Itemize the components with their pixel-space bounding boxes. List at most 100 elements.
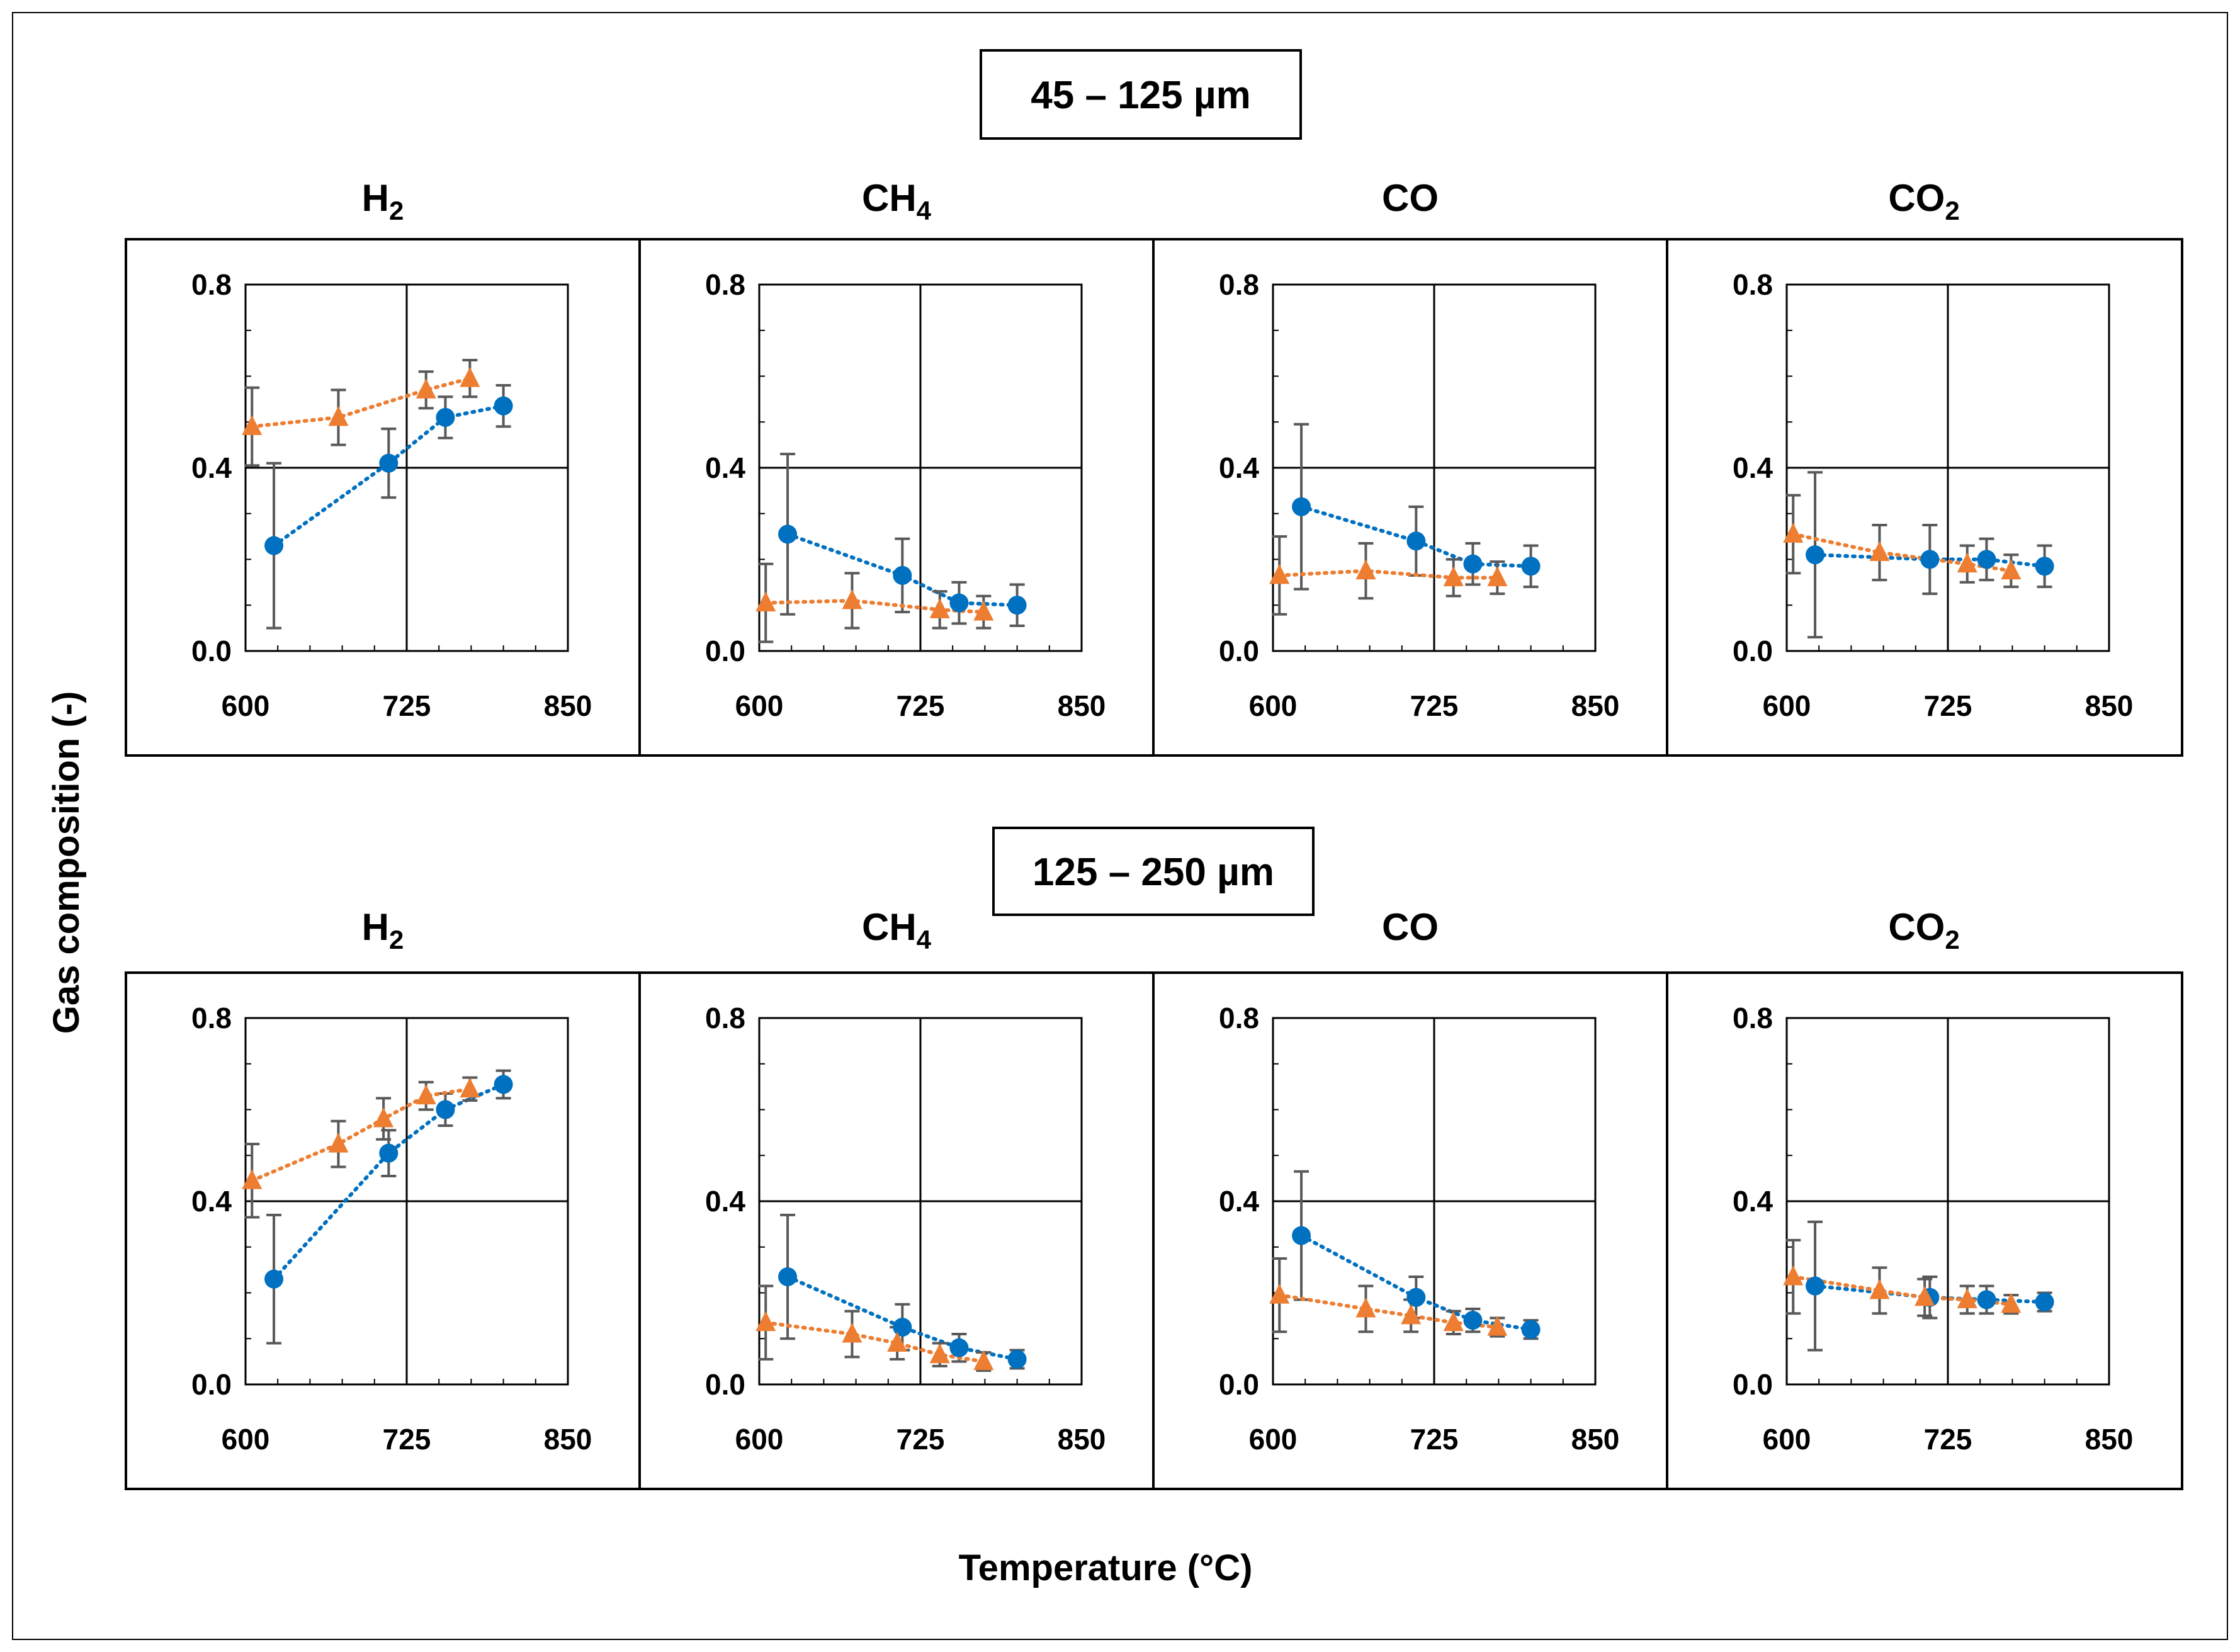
- panel-title-main: CO: [1888, 906, 1945, 948]
- x-tick-label: 850: [544, 689, 592, 722]
- data-point-circle: [893, 1318, 912, 1337]
- y-axis-label: Gas composition (-): [46, 691, 87, 1034]
- data-point-circle: [1806, 1276, 1825, 1296]
- panel-bottom-co: CO 0.0 0.4 0.8 600 725 850: [1219, 906, 1619, 1456]
- y-tick-label: 0.0: [191, 635, 232, 667]
- y-tick-label: 0.8: [1733, 1002, 1773, 1034]
- data-point-circle: [949, 1338, 969, 1357]
- x-tick-label: 600: [1249, 1423, 1298, 1456]
- data-point-circle: [2035, 1293, 2054, 1312]
- x-tick-label: 600: [1763, 1423, 1811, 1456]
- y-tick-label: 0.4: [1219, 451, 1259, 484]
- data-point-triangle: [1869, 541, 1890, 562]
- data-point-circle: [379, 453, 399, 473]
- data-point-circle: [1920, 550, 1940, 569]
- data-point-triangle: [373, 1107, 394, 1128]
- panel-top-ch4: CH4 0.0 0.4 0.8 600 725 850: [705, 177, 1106, 722]
- data-point-triangle: [1443, 566, 1464, 587]
- panel-title-main: CH: [862, 177, 917, 219]
- x-tick-label: 850: [1571, 689, 1620, 722]
- data-point-circle: [1521, 1320, 1541, 1339]
- data-point-triangle: [1957, 1288, 1977, 1308]
- group-title-box-bottom: [992, 827, 1315, 916]
- y-tick-label: 0.0: [705, 635, 745, 667]
- y-tick-label: 0.4: [1733, 451, 1773, 484]
- x-tick-label: 725: [1924, 689, 1972, 722]
- x-tick-label: 600: [735, 689, 784, 722]
- data-point-circle: [1406, 1287, 1426, 1307]
- data-point-circle: [494, 1075, 513, 1094]
- y-tick-label: 0.4: [1219, 1185, 1259, 1218]
- data-point-circle: [264, 1269, 284, 1289]
- data-point-triangle: [242, 415, 263, 436]
- y-tick-label: 0.0: [1219, 1368, 1259, 1401]
- panel-title-subscript: 4: [917, 196, 932, 225]
- panel-title-main: CO: [1382, 906, 1439, 948]
- data-point-circle: [778, 524, 798, 544]
- data-point-triangle: [1443, 1311, 1464, 1332]
- y-tick-label: 0.8: [705, 268, 745, 301]
- x-tick-label: 725: [897, 689, 945, 722]
- y-tick-label: 0.8: [1219, 1002, 1259, 1034]
- data-point-triangle: [973, 601, 994, 621]
- x-tick-label: 600: [1763, 689, 1811, 722]
- panel-title: CO: [1382, 906, 1439, 948]
- panel-bottom-h2: H2 0.0 0.4 0.8 600 725 850: [191, 906, 592, 1456]
- data-point-triangle: [929, 1343, 950, 1364]
- x-tick-label: 600: [1249, 689, 1298, 722]
- data-point-triangle: [416, 1084, 436, 1105]
- data-point-triangle: [1487, 1316, 1508, 1336]
- x-tick-label: 600: [222, 1423, 270, 1456]
- data-point-triangle: [1915, 1286, 1935, 1306]
- data-point-triangle: [755, 1311, 776, 1332]
- y-tick-label: 0.0: [191, 1368, 232, 1401]
- panel-title: H2: [362, 906, 404, 954]
- data-point-circle: [778, 1267, 798, 1287]
- x-tick-label: 850: [1058, 1423, 1106, 1456]
- data-point-triangle: [242, 1169, 263, 1189]
- data-point-circle: [1292, 497, 1311, 516]
- x-tick-label: 850: [2085, 1423, 2134, 1456]
- data-point-triangle: [755, 591, 776, 612]
- y-tick-label: 0.0: [1733, 1368, 1773, 1401]
- data-point-triangle: [1355, 559, 1376, 580]
- data-point-circle: [2035, 557, 2054, 576]
- panel-title-main: CH: [862, 906, 917, 948]
- data-point-circle: [1007, 596, 1027, 615]
- data-point-triangle: [328, 405, 349, 426]
- panel-bottom-ch4: CH4 0.0 0.4 0.8 600 725 850: [705, 906, 1106, 1456]
- panel-title: CO2: [1888, 906, 1959, 954]
- data-point-triangle: [1401, 1304, 1422, 1325]
- data-point-circle: [1463, 1311, 1483, 1330]
- data-point-triangle: [460, 367, 480, 387]
- trend-line-b: [250, 376, 472, 429]
- y-tick-label: 0.0: [1219, 635, 1259, 667]
- x-tick-label: 850: [1571, 1423, 1620, 1456]
- data-point-circle: [1806, 545, 1825, 565]
- data-point-triangle: [842, 1322, 863, 1343]
- data-point-triangle: [2001, 559, 2022, 580]
- data-point-circle: [1977, 550, 1996, 569]
- data-point-circle: [494, 396, 513, 416]
- trend-line-b: [1277, 569, 1500, 580]
- x-tick-label: 725: [1410, 1423, 1459, 1456]
- panel-title: H2: [362, 177, 404, 225]
- y-tick-label: 0.4: [1733, 1185, 1773, 1218]
- panel-title-main: H: [362, 906, 389, 948]
- figure-border: [12, 12, 2228, 1640]
- data-point-triangle: [328, 1133, 349, 1153]
- x-tick-label: 850: [2085, 689, 2134, 722]
- y-tick-label: 0.4: [705, 1185, 745, 1218]
- group-title-bottom: 125 – 250 µm: [1032, 851, 1274, 894]
- trend-line-a: [786, 532, 1019, 608]
- group-title-top: 45 – 125 µm: [1031, 74, 1250, 117]
- data-point-circle: [949, 593, 969, 613]
- y-tick-label: 0.4: [191, 1185, 232, 1218]
- data-point-circle: [1463, 554, 1483, 574]
- x-tick-label: 725: [1924, 1423, 1972, 1456]
- data-point-circle: [1977, 1290, 1996, 1310]
- data-point-triangle: [1269, 563, 1290, 584]
- trend-line-b: [764, 1320, 986, 1364]
- y-tick-label: 0.4: [191, 451, 232, 484]
